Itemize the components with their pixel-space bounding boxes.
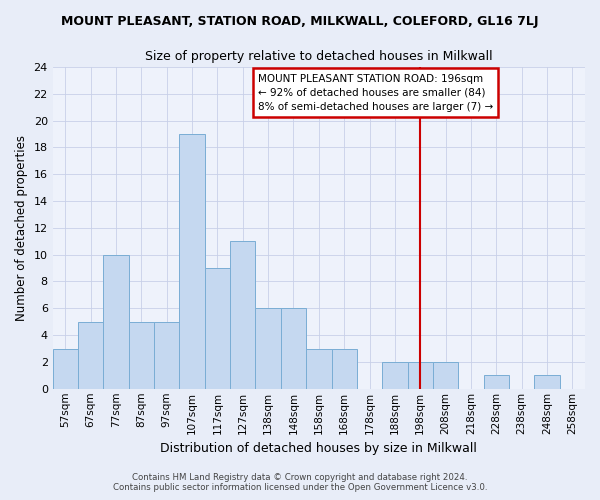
Bar (129, 322, 154, 389)
Text: MOUNT PLEASANT STATION ROAD: 196sqm
← 92% of detached houses are smaller (84)
8%: MOUNT PLEASANT STATION ROAD: 196sqm ← 92… (258, 74, 493, 112)
Bar (306, 348, 332, 389)
Title: Size of property relative to detached houses in Milkwall: Size of property relative to detached ho… (145, 50, 493, 63)
Bar (179, 134, 205, 389)
Y-axis label: Number of detached properties: Number of detached properties (15, 135, 28, 321)
Bar (78, 322, 103, 389)
Text: MOUNT PLEASANT, STATION ROAD, MILKWALL, COLEFORD, GL16 7LJ: MOUNT PLEASANT, STATION ROAD, MILKWALL, … (61, 15, 539, 28)
Bar (281, 308, 306, 389)
Bar (53, 348, 78, 389)
Bar (382, 362, 407, 389)
Text: Contains HM Land Registry data © Crown copyright and database right 2024.
Contai: Contains HM Land Registry data © Crown c… (113, 473, 487, 492)
X-axis label: Distribution of detached houses by size in Milkwall: Distribution of detached houses by size … (160, 442, 477, 455)
Bar (484, 376, 509, 389)
Bar (535, 376, 560, 389)
Bar (256, 308, 281, 389)
Bar (205, 268, 230, 389)
Bar (230, 242, 256, 389)
Bar (407, 362, 433, 389)
Bar (332, 348, 357, 389)
Bar (433, 362, 458, 389)
Bar (103, 254, 129, 389)
Bar (154, 322, 179, 389)
